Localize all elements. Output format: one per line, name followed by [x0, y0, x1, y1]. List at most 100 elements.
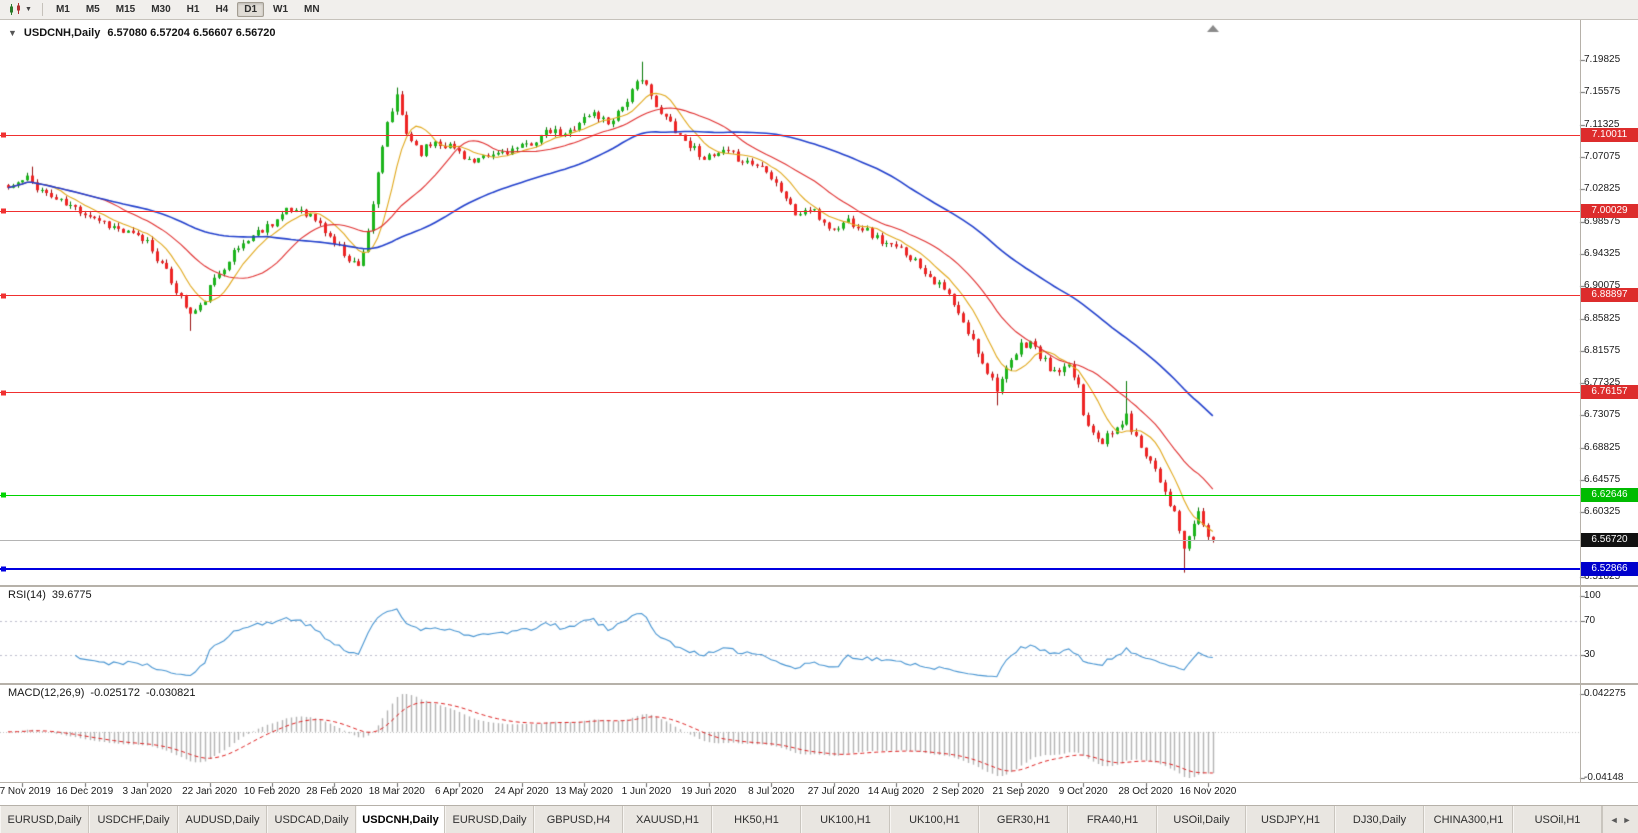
date-axis-label: 6 Apr 2020 — [435, 786, 484, 797]
time-axis-border — [0, 782, 1638, 783]
chart-tab-usoil-h1[interactable]: USOil,H1 — [1513, 806, 1602, 833]
date-axis-label: 10 Feb 2020 — [243, 786, 301, 797]
chart-tab-china300-h1[interactable]: CHINA300,H1 — [1424, 806, 1513, 833]
date-axis-label: 28 Oct 2020 — [1118, 786, 1173, 797]
timeframe-button-m5[interactable]: M5 — [85, 4, 100, 15]
toolbar-divider — [41, 3, 43, 16]
tabbar-scroll-left-icon[interactable]: ◄ — [1609, 814, 1619, 825]
price-level-badge: 6.62646 — [1581, 487, 1638, 502]
date-axis-label: 21 Sep 2020 — [992, 786, 1050, 797]
line-handle[interactable] — [1, 492, 6, 498]
date-axis-label: 13 May 2020 — [555, 786, 613, 797]
price-axis-label: 7.07075 — [1584, 150, 1621, 162]
date-axis-label: 14 Aug 2020 — [867, 786, 925, 797]
support-line[interactable] — [0, 492, 1580, 498]
macd-axis-max-label: 0.042275 — [1584, 688, 1626, 699]
price-axis-label: 6.85825 — [1584, 312, 1621, 324]
price-level-badge: 6.52866 — [1581, 562, 1638, 577]
tabbar-scroll-right-icon[interactable]: ► — [1622, 814, 1632, 825]
chart-tab-usoil-daily[interactable]: USOil,Daily — [1157, 806, 1246, 833]
resistance-line[interactable] — [0, 132, 1580, 138]
price-axis-label: 6.73075 — [1584, 409, 1621, 421]
timeframe-button-mn[interactable]: MN — [304, 4, 320, 15]
resistance-line[interactable] — [0, 390, 1580, 395]
tabbar-scrollers: ◄ ► — [1602, 806, 1638, 833]
resistance-line[interactable] — [0, 293, 1580, 299]
chart-tab-eurusd-daily[interactable]: EURUSD,Daily — [0, 806, 89, 833]
candlestick-chart-icon — [10, 3, 20, 15]
chevron-down-icon: ▼ — [25, 6, 32, 13]
current-price — [0, 539, 1580, 541]
price-axis-label: 7.19825 — [1584, 54, 1621, 65]
date-axis-label: 16 Dec 2019 — [56, 786, 114, 797]
line-handle[interactable] — [1, 132, 6, 138]
collapse-arrow-icon[interactable]: ▼ — [8, 28, 17, 38]
chart-tab-uk100-h1[interactable]: UK100,H1 — [890, 806, 979, 833]
chart-type-button[interactable]: ▼ — [4, 2, 36, 17]
date-axis-label: 22 Jan 2020 — [182, 786, 238, 797]
price-axis-label: 6.98575 — [1584, 215, 1621, 227]
chart-tab-gbpusd-h4[interactable]: GBPUSD,H4 — [534, 806, 623, 833]
price-chart-canvas[interactable] — [0, 20, 1638, 805]
chart-tabbar: EURUSD,Daily USDCHF,Daily AUDUSD,Daily USDC… — [0, 805, 1638, 833]
timeframe-button-m1[interactable]: M1 — [55, 4, 70, 15]
timeframe-button-d1[interactable]: D1 — [237, 2, 265, 17]
price-axis-label: 6.51825 — [1584, 571, 1621, 582]
chart-tab-dj30-daily[interactable]: DJ30,Daily — [1335, 806, 1424, 833]
rsi-name: RSI(14) — [8, 589, 46, 601]
chart-tab-usdcad-daily[interactable]: USDCAD,Daily — [267, 806, 356, 833]
support-line[interactable] — [0, 566, 1580, 572]
date-axis-label: 28 Feb 2020 — [306, 786, 363, 797]
price-axis-label: 6.81575 — [1584, 344, 1621, 356]
date-axis-label: 2 Sep 2020 — [932, 786, 984, 797]
macd-main-value: -0.025172 — [90, 687, 140, 699]
line-handle[interactable] — [1, 208, 6, 214]
price-level-badge: 7.10011 — [1581, 127, 1638, 142]
chart-window: ▼ USDCNH,Daily 6.57080 6.57204 6.56607 6… — [0, 20, 1638, 805]
chart-tab-usdjpy-h1[interactable]: USDJPY,H1 — [1246, 806, 1335, 833]
macd-indicator-label: MACD(12,26,9) -0.025172 -0.030821 — [8, 687, 196, 699]
chart-tab-eurusd-daily[interactable]: EURUSD,Daily — [445, 806, 534, 833]
panel-separator[interactable] — [0, 585, 1638, 587]
macd-name: MACD(12,26,9) — [8, 687, 85, 699]
date-axis-label: 1 Jun 2020 — [621, 786, 672, 797]
rsi-value: 39.6775 — [51, 589, 92, 601]
price-level-badge: 6.88897 — [1581, 288, 1638, 303]
price-axis-label: 6.64575 — [1584, 474, 1621, 486]
date-axis-label: 27 Nov 2019 — [0, 786, 51, 797]
chart-tab-hk50-h1[interactable]: HK50,H1 — [712, 806, 801, 833]
timeframe-button-m30[interactable]: M30 — [151, 4, 171, 15]
timeframe-button-h1[interactable]: H1 — [186, 4, 200, 15]
chart-title: ▼ USDCNH,Daily 6.57080 6.57204 6.56607 6… — [8, 27, 276, 39]
chart-tab-ger30-h1[interactable]: GER30,H1 — [979, 806, 1068, 833]
timeframe-toolbar: ▼ M1 M5 M15 M30 H1 H4 D1 W1 MN — [0, 0, 1638, 20]
rsi-axis-label: 100 — [1584, 590, 1601, 601]
date-axis-label: 9 Oct 2020 — [1058, 786, 1108, 797]
chart-tab-uk100-h1[interactable]: UK100,H1 — [801, 806, 890, 833]
macd-signal-value: -0.030821 — [145, 687, 196, 699]
line-handle[interactable] — [1, 566, 6, 572]
line-handle[interactable] — [1, 390, 6, 395]
line-handle[interactable] — [1, 293, 6, 299]
date-axis-label: 18 Mar 2020 — [368, 786, 425, 797]
chart-tab-usdcnh-daily[interactable]: USDCNH,Daily — [356, 806, 445, 833]
chart-tab-xauusd-h1[interactable]: XAUUSD,H1 — [623, 806, 712, 833]
chart-tab-usdchf-daily[interactable]: USDCHF,Daily — [89, 806, 178, 833]
date-axis-label: 24 Apr 2020 — [494, 786, 549, 797]
date-axis-label: 27 Jul 2020 — [807, 786, 860, 797]
price-axis-label: 7.02825 — [1584, 183, 1621, 195]
price-axis-label: 6.60325 — [1584, 506, 1621, 518]
macd-axis-min-label: -0.04148 — [1584, 772, 1624, 783]
date-axis-label: 8 Jul 2020 — [748, 786, 795, 797]
panel-separator[interactable] — [0, 683, 1638, 685]
date-axis-label: 16 Nov 2020 — [1179, 786, 1237, 797]
chart-tab-audusd-daily[interactable]: AUDUSD,Daily — [178, 806, 267, 833]
timeframe-button-h4[interactable]: H4 — [215, 4, 229, 15]
price-level-badge: 6.76157 — [1581, 385, 1638, 399]
price-axis-label: 6.77325 — [1584, 377, 1621, 389]
price-axis-label: 7.15575 — [1584, 86, 1621, 98]
chart-tab-fra40-h1[interactable]: FRA40,H1 — [1068, 806, 1157, 833]
resistance-line[interactable] — [0, 208, 1580, 214]
timeframe-button-w1[interactable]: W1 — [273, 4, 289, 15]
timeframe-button-m15[interactable]: M15 — [115, 4, 136, 15]
